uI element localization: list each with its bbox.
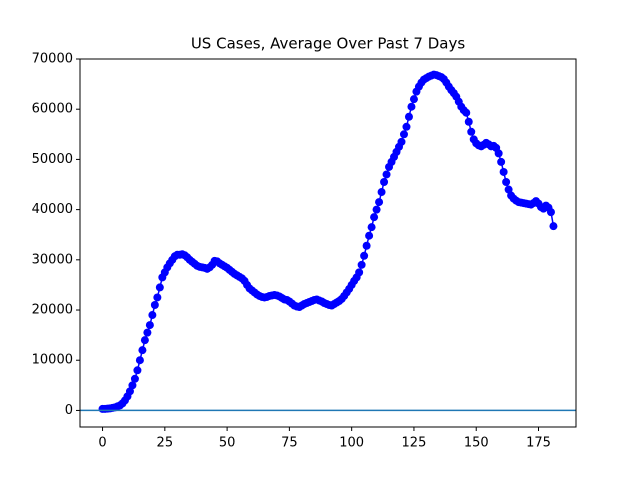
point	[135, 356, 144, 365]
y-tick-label: 0	[65, 403, 73, 418]
point	[402, 122, 411, 131]
point	[380, 178, 389, 187]
point	[125, 387, 134, 396]
point	[130, 374, 139, 383]
point	[365, 231, 374, 240]
chart-title: US Cases, Average Over Past 7 Days	[191, 35, 465, 53]
point	[397, 137, 406, 146]
point	[409, 95, 418, 104]
x-tick-label: 150	[464, 436, 489, 451]
point	[355, 268, 364, 277]
y-tick-label: 40000	[32, 202, 73, 217]
point	[362, 241, 371, 250]
point	[143, 328, 152, 337]
point	[407, 102, 416, 111]
x-tick-label: 0	[98, 436, 106, 451]
point	[404, 112, 413, 121]
y-tick-label: 20000	[32, 303, 73, 318]
point	[360, 251, 369, 260]
x-tick-label: 50	[219, 436, 236, 451]
y-tick-label: 70000	[32, 52, 73, 67]
point	[377, 188, 386, 197]
point	[382, 170, 391, 179]
point	[138, 346, 147, 355]
point	[155, 283, 164, 292]
point	[464, 117, 473, 126]
x-tick-label: 175	[526, 436, 551, 451]
point	[133, 366, 142, 375]
y-tick-label: 30000	[32, 252, 73, 267]
point	[372, 205, 381, 214]
point	[499, 167, 508, 176]
y-tick-label: 10000	[32, 353, 73, 368]
x-tick-label: 75	[281, 436, 298, 451]
point	[504, 185, 513, 194]
x-tick-label: 100	[339, 436, 364, 451]
point	[497, 157, 506, 166]
point	[145, 321, 154, 330]
point	[467, 127, 476, 136]
point	[357, 260, 366, 269]
point	[549, 222, 558, 231]
point	[502, 178, 511, 187]
point	[494, 149, 503, 158]
plot-frame	[79, 58, 577, 428]
point	[150, 301, 159, 310]
point	[399, 130, 408, 139]
point	[153, 293, 162, 302]
x-tick-label: 25	[157, 436, 174, 451]
point	[148, 311, 157, 320]
point	[140, 336, 149, 345]
point	[375, 198, 384, 207]
x-tick-label: 125	[402, 436, 427, 451]
point	[546, 208, 555, 217]
point	[462, 108, 471, 117]
y-tick-label: 50000	[32, 152, 73, 167]
y-tick-label: 60000	[32, 102, 73, 117]
point	[370, 213, 379, 222]
point	[367, 223, 376, 232]
point	[128, 381, 137, 390]
